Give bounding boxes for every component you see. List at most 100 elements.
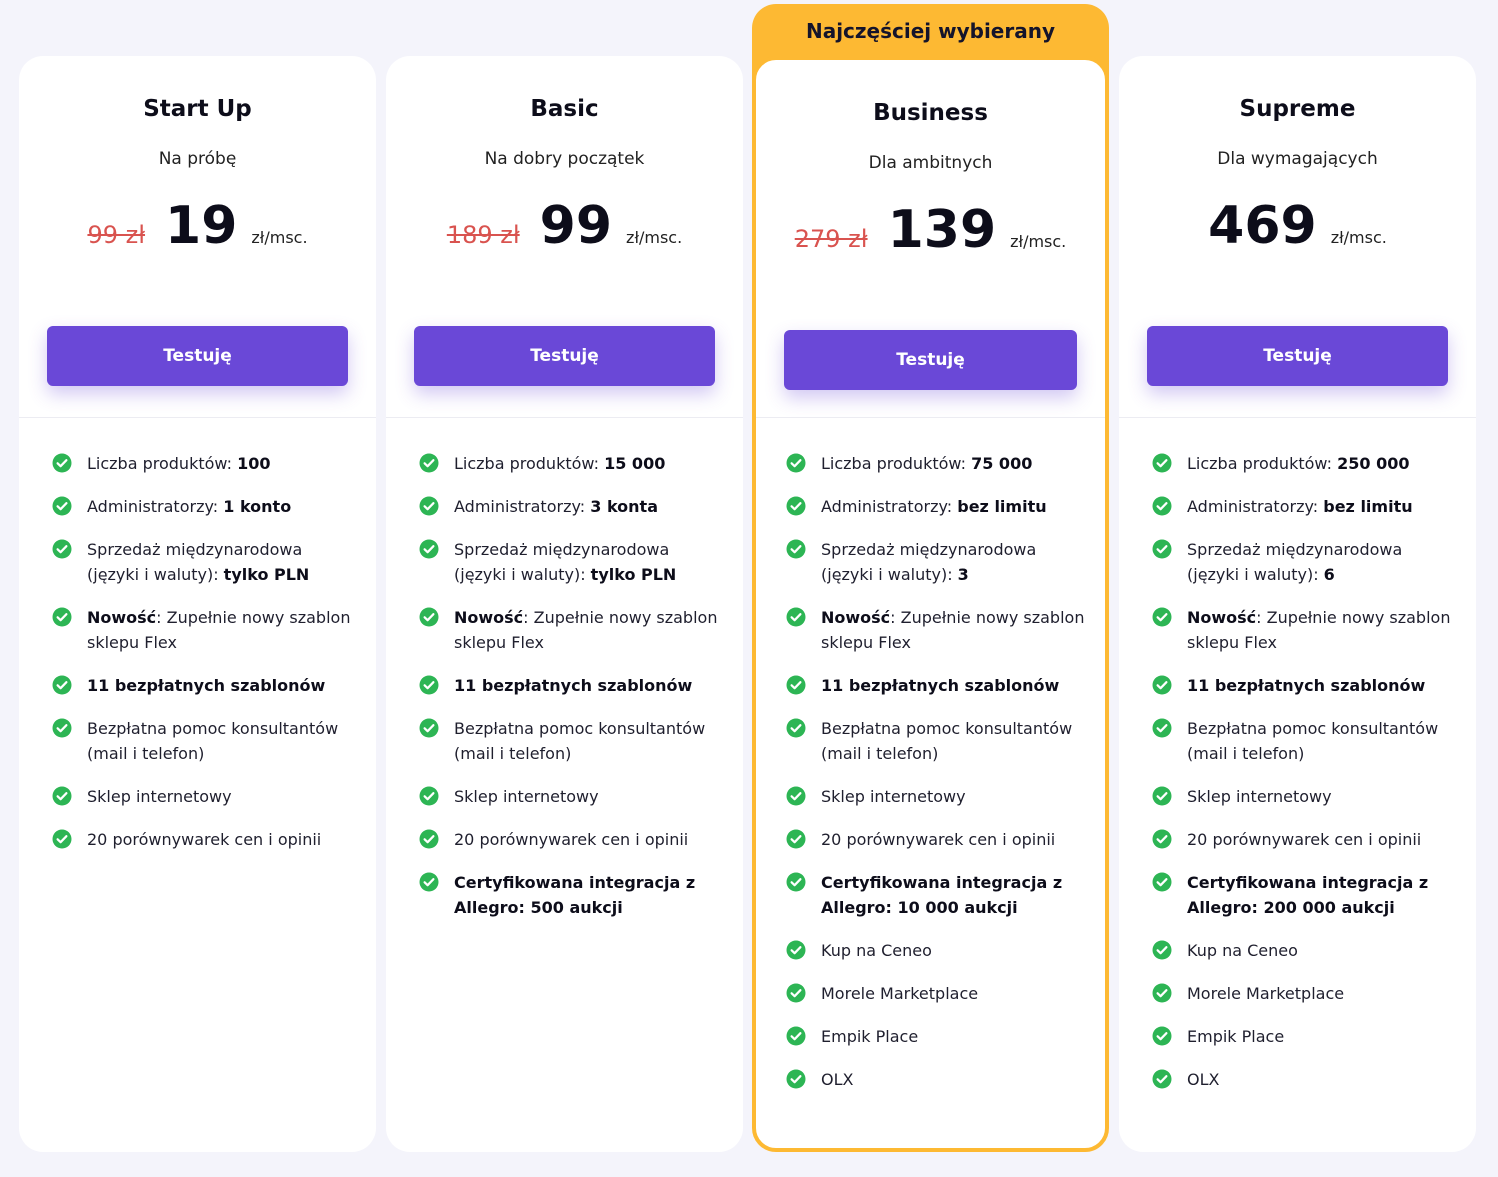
feature-value: Nowość	[1187, 608, 1257, 627]
old-price: 279 zł	[794, 225, 868, 253]
try-plan-button[interactable]: Testuję	[784, 330, 1077, 390]
feature-text: Liczba produktów: 75 000	[821, 451, 1032, 476]
feature-label: Morele Marketplace	[1187, 984, 1345, 1003]
feature-item: 20 porównywarek cen i opinii	[52, 827, 356, 852]
feature-text: Administratorzy: bez limitu	[821, 494, 1047, 519]
feature-value: 15 000	[604, 454, 666, 473]
feature-text: Liczba produktów: 250 000	[1187, 451, 1409, 476]
check-circle-icon	[52, 607, 72, 627]
feature-text: Administratorzy: 1 konto	[87, 494, 291, 519]
price: 99	[539, 196, 613, 256]
try-plan-button[interactable]: Testuję	[1147, 326, 1448, 386]
feature-label: Sklep internetowy	[454, 787, 599, 806]
feature-item: Sklep internetowy	[52, 784, 356, 809]
plan-name: Business	[873, 100, 988, 126]
feature-label: 20 porównywarek cen i opinii	[1187, 830, 1422, 849]
feature-item: Sprzedaż międzynarodowa (języki i waluty…	[419, 537, 723, 587]
feature-item: Morele Marketplace	[1152, 981, 1456, 1006]
feature-text: Nowość: Zupełnie nowy szablon sklepu Fle…	[821, 605, 1085, 655]
feature-label: Sprzedaż międzynarodowa (języki i waluty…	[1187, 540, 1403, 584]
feature-list: Liczba produktów: 100 Administratorzy: 1 …	[52, 451, 356, 870]
feature-text: Nowość: Zupełnie nowy szablon sklepu Fle…	[454, 605, 723, 655]
check-circle-icon	[419, 872, 439, 892]
feature-value: Certyfikowana integracja z Allegro: 500 …	[454, 873, 696, 917]
feature-text: 11 bezpłatnych szablonów	[454, 673, 692, 698]
feature-item: Morele Marketplace	[786, 981, 1085, 1006]
feature-label: Liczba produktów:	[821, 454, 972, 473]
feature-label: Sprzedaż międzynarodowa (języki i waluty…	[454, 540, 670, 584]
feature-text: Bezpłatna pomoc konsultantów (mail i tel…	[1187, 716, 1456, 766]
plan-name: Basic	[530, 96, 599, 122]
check-circle-icon	[1152, 1026, 1172, 1046]
feature-label: Bezpłatna pomoc konsultantów (mail i tel…	[454, 719, 706, 763]
feature-text: Sklep internetowy	[454, 784, 599, 809]
feature-text: Kup na Ceneo	[1187, 938, 1298, 963]
feature-text: 11 bezpłatnych szablonów	[87, 673, 325, 698]
feature-text: Nowość: Zupełnie nowy szablon sklepu Fle…	[87, 605, 356, 655]
plan-header: Business Dla ambitnych 279 zł 139 zł/msc. Tes…	[756, 60, 1105, 418]
feature-label: OLX	[1187, 1070, 1220, 1089]
check-circle-icon	[1152, 940, 1172, 960]
feature-item: Administratorzy: 1 konto	[52, 494, 356, 519]
check-circle-icon	[1152, 829, 1172, 849]
feature-text: Sprzedaż międzynarodowa (języki i waluty…	[1187, 537, 1456, 587]
feature-label: Liczba produktów:	[454, 454, 605, 473]
check-circle-icon	[52, 453, 72, 473]
feature-label: Administratorzy:	[454, 497, 591, 516]
plan-header: Supreme Dla wymagających 469 zł/msc. Testuję	[1119, 56, 1476, 418]
check-circle-icon	[786, 718, 806, 738]
feature-value: 11 bezpłatnych szablonów	[87, 676, 326, 695]
plan-card-basic: Basic Na dobry początek 189 zł 99 zł/msc. Tes…	[386, 56, 743, 1152]
old-price: 99 zł	[87, 221, 146, 249]
feature-text: Bezpłatna pomoc konsultantów (mail i tel…	[454, 716, 723, 766]
feature-item: 11 bezpłatnych szablonów	[1152, 673, 1456, 698]
feature-label: 20 porównywarek cen i opinii	[87, 830, 322, 849]
plan-subtitle: Dla ambitnych	[868, 153, 993, 173]
feature-item: Empik Place	[1152, 1024, 1456, 1049]
check-circle-icon	[1152, 1069, 1172, 1089]
price-unit: zł/msc.	[626, 228, 683, 247]
feature-item: Sprzedaż międzynarodowa (języki i waluty…	[52, 537, 356, 587]
plan-header: Basic Na dobry początek 189 zł 99 zł/msc. Tes…	[386, 56, 743, 418]
feature-value: 250 000	[1337, 454, 1410, 473]
check-circle-icon	[52, 496, 72, 516]
feature-value: 11 bezpłatnych szablonów	[1187, 676, 1426, 695]
feature-item: Kup na Ceneo	[786, 938, 1085, 963]
check-circle-icon	[786, 829, 806, 849]
feature-text: Morele Marketplace	[1187, 981, 1344, 1006]
check-circle-icon	[786, 983, 806, 1003]
check-circle-icon	[786, 607, 806, 627]
feature-detail: : Zupełnie nowy szablon sklepu Flex	[821, 608, 1085, 652]
check-circle-icon	[1152, 539, 1172, 559]
feature-label: Liczba produktów:	[1187, 454, 1338, 473]
feature-item: Liczba produktów: 250 000	[1152, 451, 1456, 476]
price-row: 189 zł 99 zł/msc.	[386, 196, 743, 256]
feature-value: 11 bezpłatnych szablonów	[821, 676, 1060, 695]
feature-item: Certyfikowana integracja z Allegro: 200 …	[1152, 870, 1456, 920]
price-row: 279 zł 139 zł/msc.	[756, 200, 1105, 260]
price-row: 469 zł/msc.	[1119, 196, 1476, 256]
check-circle-icon	[1152, 718, 1172, 738]
plan-card-startup: Start Up Na próbę 99 zł 19 zł/msc. Testuję Lic…	[19, 56, 376, 1152]
try-plan-button[interactable]: Testuję	[414, 326, 715, 386]
feature-text: Liczba produktów: 15 000	[454, 451, 665, 476]
feature-label: Kup na Ceneo	[1187, 941, 1298, 960]
feature-item: Sprzedaż międzynarodowa (języki i waluty…	[1152, 537, 1456, 587]
feature-text: Kup na Ceneo	[821, 938, 932, 963]
check-circle-icon	[419, 496, 439, 516]
feature-text: 20 porównywarek cen i opinii	[821, 827, 1055, 852]
feature-text: 20 porównywarek cen i opinii	[1187, 827, 1421, 852]
feature-item: Administratorzy: bez limitu	[786, 494, 1085, 519]
feature-value: 11 bezpłatnych szablonów	[454, 676, 693, 695]
check-circle-icon	[419, 718, 439, 738]
feature-item: Empik Place	[786, 1024, 1085, 1049]
check-circle-icon	[1152, 453, 1172, 473]
try-plan-button[interactable]: Testuję	[47, 326, 348, 386]
feature-text: OLX	[821, 1067, 853, 1092]
plan-subtitle: Na dobry początek	[484, 149, 645, 169]
plan-name: Supreme	[1239, 96, 1356, 122]
check-circle-icon	[1152, 607, 1172, 627]
feature-value: Certyfikowana integracja z Allegro: 200 …	[1187, 873, 1429, 917]
feature-value: bez limitu	[957, 497, 1047, 516]
feature-item: Bezpłatna pomoc konsultantów (mail i tel…	[786, 716, 1085, 766]
